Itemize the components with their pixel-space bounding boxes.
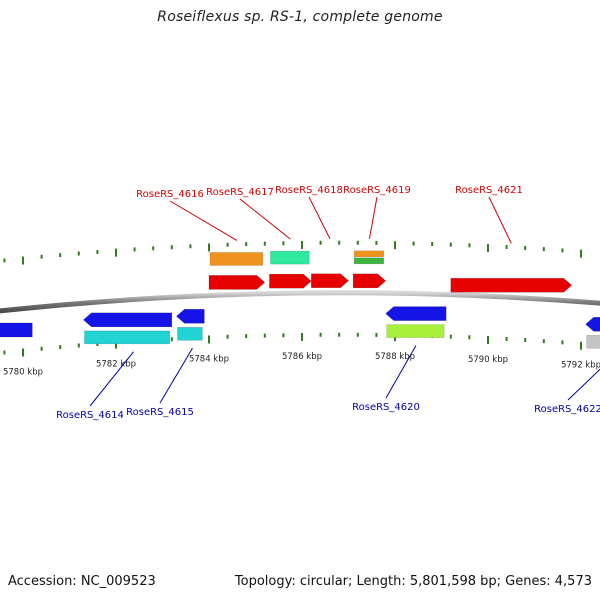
- cog-box-RoseRS_4619: [353, 250, 384, 258]
- gene-arrow-RoseRS_4619[interactable]: [352, 273, 387, 289]
- gene-label-RoseRS_4619[interactable]: RoseRS_4619: [343, 185, 411, 196]
- gene-label-RoseRS_4616[interactable]: RoseRS_4616: [136, 189, 204, 200]
- cog-box-RoseRS_4619-secondary: [353, 257, 384, 265]
- accession-text: Accession: NC_009523: [8, 574, 156, 589]
- leader-line: [385, 345, 417, 399]
- gene-arrow-RoseRS_4622[interactable]: [585, 317, 600, 332]
- leader-line: [368, 196, 378, 239]
- gene-arrow-RoseRS_4620[interactable]: [385, 306, 447, 321]
- ruler-tick-label: 5782 kbp: [96, 360, 136, 370]
- gene-label-RoseRS_4621[interactable]: RoseRS_4621: [455, 185, 523, 196]
- map-title: Roseiflexus sp. RS-1, complete genome: [157, 9, 443, 25]
- gene-arrow-RoseRS_4614[interactable]: [82, 312, 173, 328]
- ruler-tick-label: 5780 kbp: [3, 368, 43, 378]
- ruler-tick-label: 5790 kbp: [468, 355, 508, 365]
- ruler-tick-label: 5788 kbp: [375, 352, 415, 362]
- leader-line: [567, 368, 600, 401]
- gene-label-RoseRS_4614[interactable]: RoseRS_4614: [56, 410, 124, 421]
- ruler-tick-label: 5784 kbp: [189, 354, 229, 364]
- gene-label-RoseRS_4617[interactable]: RoseRS_4617: [206, 187, 274, 198]
- leader-line: [159, 348, 193, 404]
- cog-box-RoseRS_4615: [177, 327, 203, 341]
- cog-box-RoseRS_4622: [586, 334, 600, 349]
- gene-arrow-RoseRS_4618[interactable]: [311, 273, 349, 289]
- leader-line: [169, 200, 238, 241]
- gene-arrow-RoseRS_4617[interactable]: [269, 273, 312, 289]
- cog-box-RoseRS_4614: [84, 330, 171, 345]
- cog-box-RoseRS_4616: [209, 252, 264, 266]
- gene-arrow-RoseRS_4615[interactable]: [175, 308, 205, 324]
- genome-summary-text: Topology: circular; Length: 5,801,598 bp…: [234, 574, 592, 589]
- leader-line: [239, 198, 291, 240]
- ruler-tick-label: 5786 kbp: [282, 352, 322, 362]
- leader-line: [308, 196, 331, 239]
- gene-label-RoseRS_4622[interactable]: RoseRS_4622: [534, 404, 600, 415]
- leader-line: [89, 351, 134, 407]
- cog-box-RoseRS_4617: [270, 250, 310, 265]
- cog-box-RoseRS_4620: [386, 324, 445, 338]
- genome-backbone: [0, 290, 600, 314]
- gene-arrow-RoseRS_4616[interactable]: [208, 275, 266, 290]
- ruler-tick-label: 5792 kbp: [561, 361, 600, 371]
- gene-label-RoseRS_4620[interactable]: RoseRS_4620: [352, 402, 420, 413]
- gene-arrow-RoseRS_4621[interactable]: [450, 277, 573, 293]
- gene-label-RoseRS_4615[interactable]: RoseRS_4615: [126, 407, 194, 418]
- gene-arrow-gene-left-edge[interactable]: [0, 322, 33, 338]
- leader-line: [488, 196, 512, 244]
- gene-label-RoseRS_4618[interactable]: RoseRS_4618: [275, 185, 343, 196]
